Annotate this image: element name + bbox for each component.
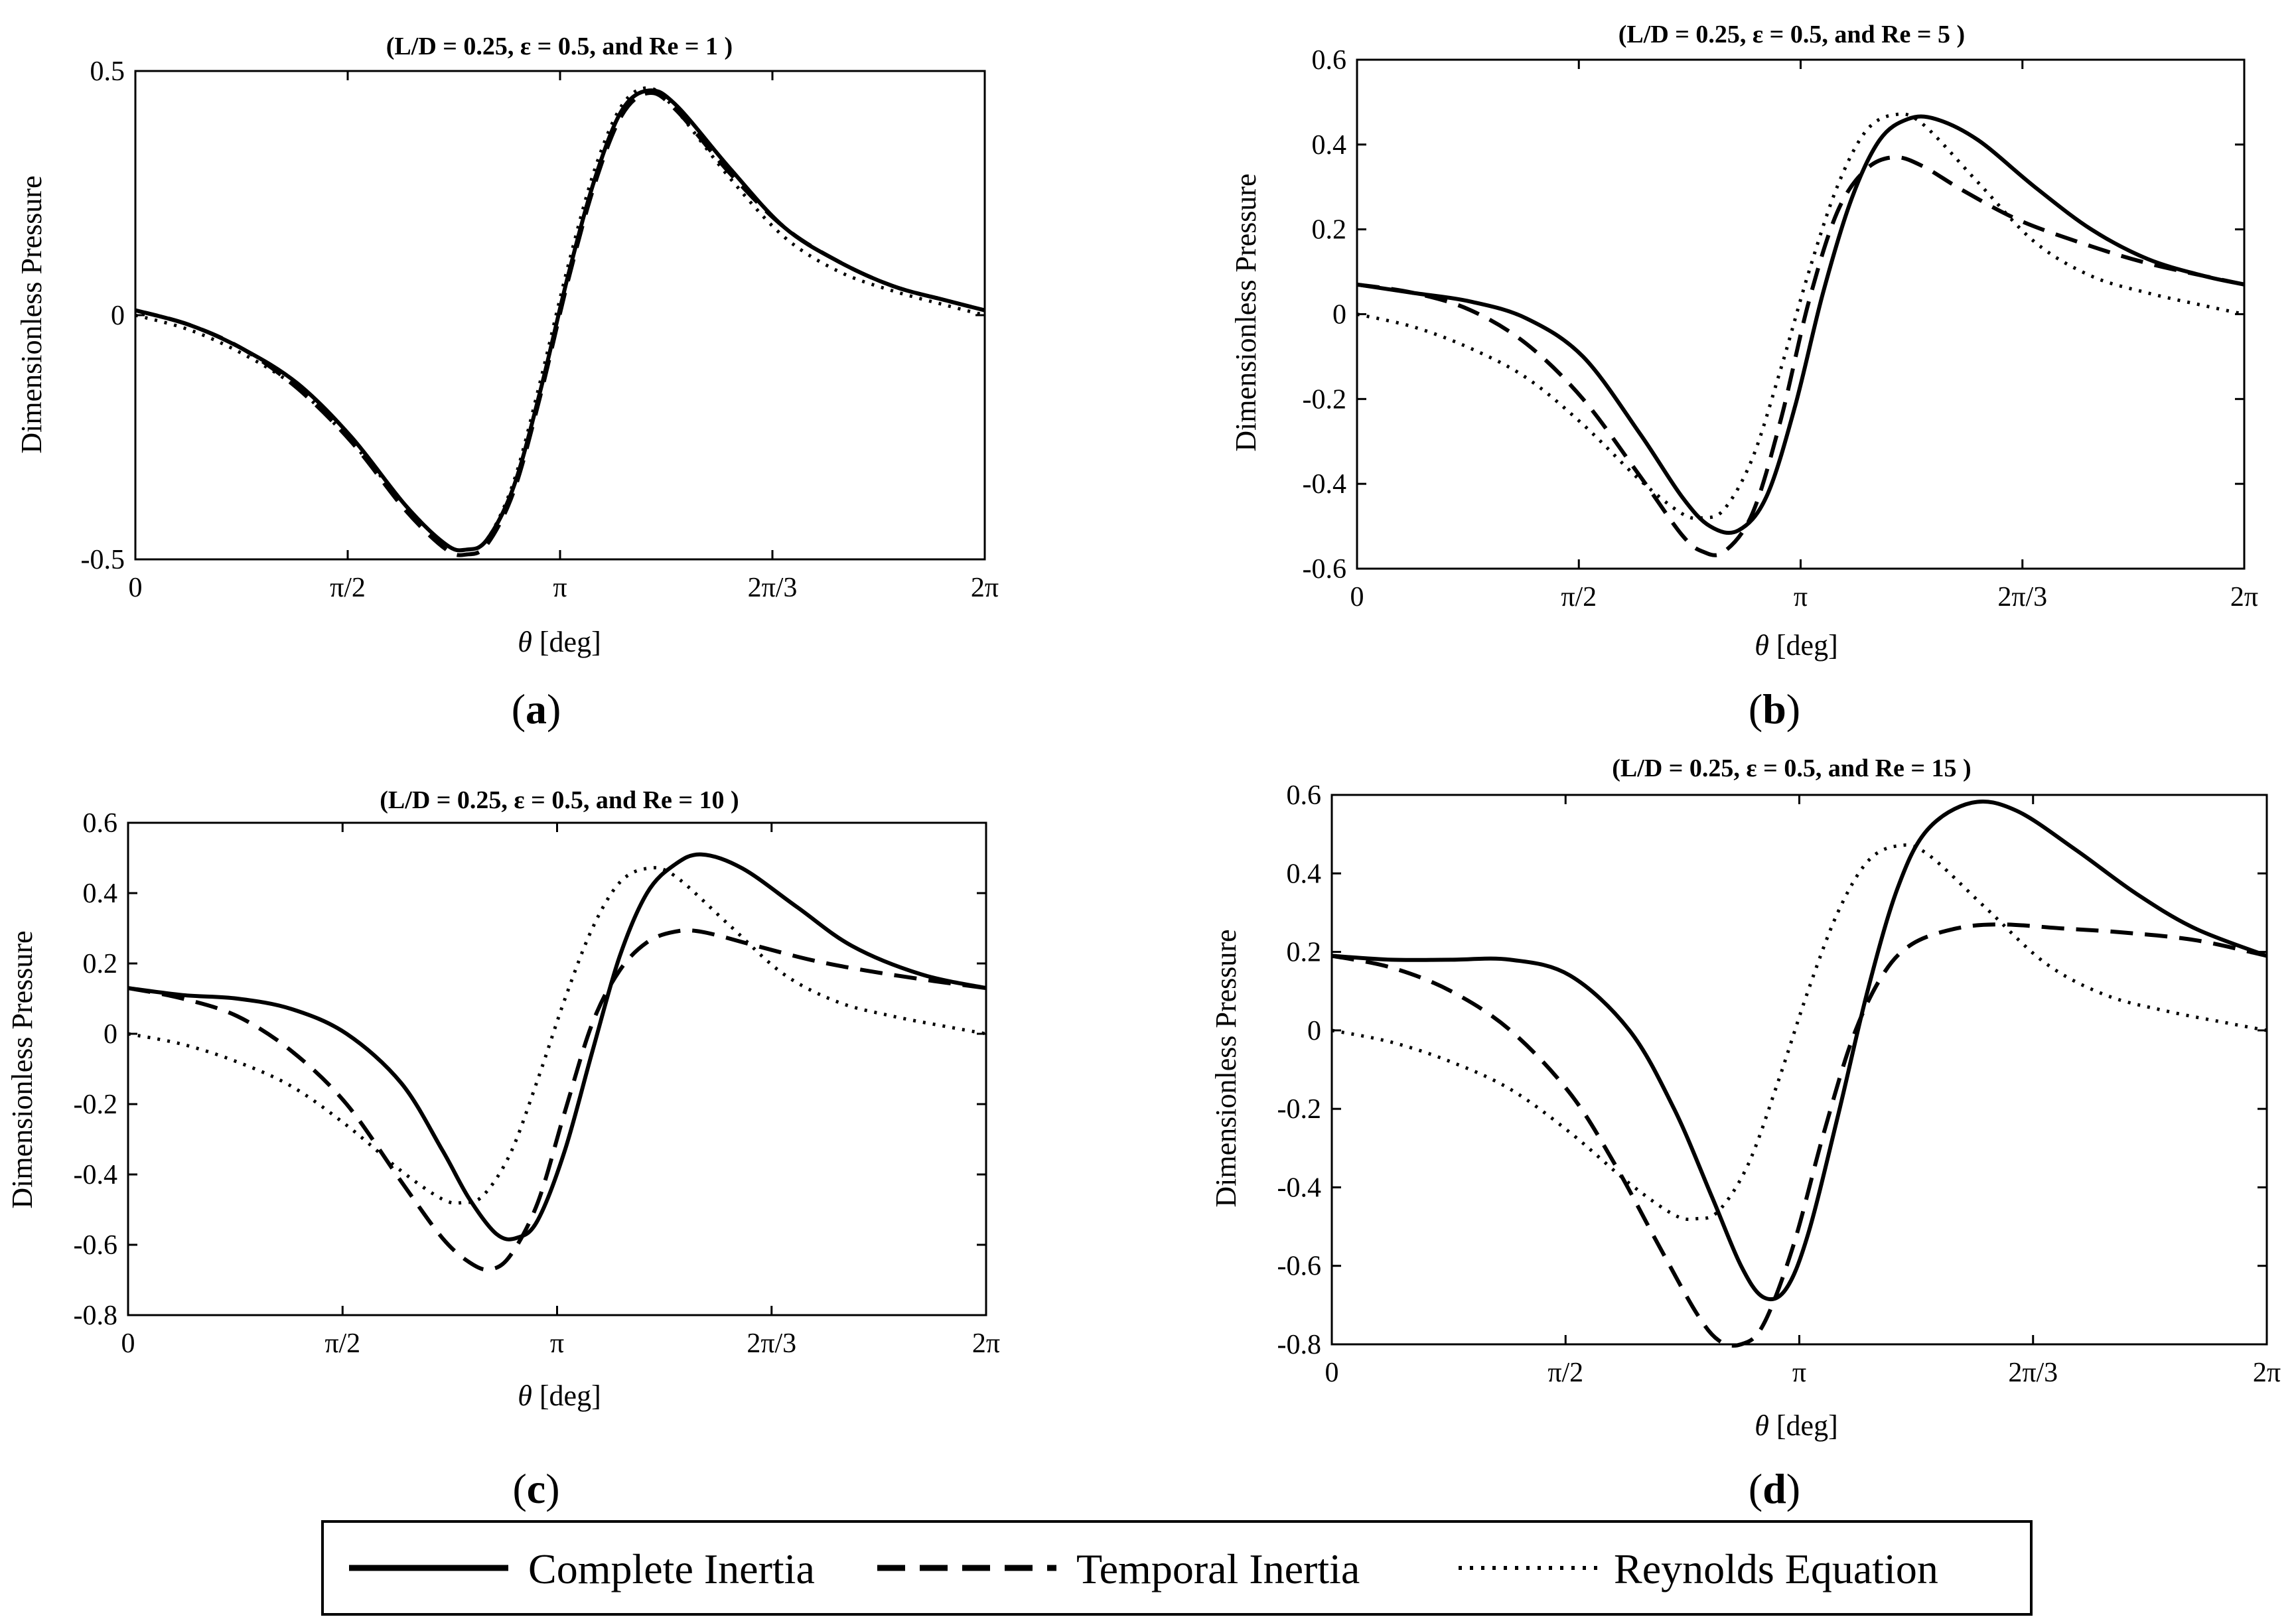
legend-label-complete-inertia: Complete Inertia <box>528 1545 815 1592</box>
legend-box <box>321 1520 2033 1616</box>
x-tick-label: π/2 <box>1547 1358 1583 1388</box>
y-tick-label: -0.2 <box>1303 384 1347 415</box>
y-tick-label: 0.6 <box>1287 780 1322 811</box>
x-axis-label-d: θ [deg] <box>1755 1409 1837 1442</box>
y-tick-label: -0.5 <box>81 545 125 575</box>
caption-b: (b) <box>1749 685 1800 733</box>
x-tick-label: π <box>1794 582 1808 612</box>
y-tick-label: -0.6 <box>1277 1251 1322 1282</box>
x-tick-label: π <box>550 1328 564 1359</box>
y-tick-label: 0.4 <box>1287 859 1322 889</box>
y-tick-label: 0.6 <box>83 808 118 839</box>
x-tick-label: 0 <box>121 1328 135 1359</box>
x-tick-label: 2π/3 <box>2008 1358 2058 1388</box>
y-tick-label: 0.4 <box>1312 130 1347 161</box>
y-tick-label: 0 <box>1307 1016 1321 1046</box>
y-tick-label: -0.6 <box>1303 554 1347 585</box>
chart-panel-d: (L/D = 0.25, ε = 0.5, and Re = 15 ) -0.8… <box>1210 754 2281 1512</box>
series-line-temporal-inertia-a <box>135 91 985 557</box>
series-line-complete-inertia-d <box>1331 799 2268 1302</box>
series-line-complete-inertia-c <box>127 852 987 1241</box>
y-tick-label: -0.6 <box>74 1230 118 1261</box>
caption-d: (d) <box>1749 1465 1800 1512</box>
y-tick-label: 0 <box>1332 300 1346 330</box>
y-tick-label: -0.8 <box>1277 1330 1322 1360</box>
x-tick-label: 0 <box>1350 582 1364 612</box>
caption-c: (c) <box>512 1465 559 1512</box>
y-tick-label: -0.2 <box>1277 1094 1322 1125</box>
x-tick-label: 2π <box>972 1328 1000 1359</box>
y-tick-label: 0.4 <box>83 879 118 909</box>
series-line-reynolds-equation-b <box>1356 112 2245 520</box>
x-tick-label: 2π <box>2253 1358 2281 1388</box>
chart-title-a: (L/D = 0.25, ε = 0.5, and Re = 1 ) <box>386 33 733 60</box>
chart-title-d: (L/D = 0.25, ε = 0.5, and Re = 15 ) <box>1612 754 1971 782</box>
y-tick-label: 0.6 <box>1312 45 1347 76</box>
x-tick-label: π/2 <box>330 573 366 603</box>
y-axis-label-c: Dimensionless Pressure <box>6 930 38 1208</box>
series-line-temporal-inertia-c <box>127 928 987 1272</box>
y-tick-label: 0.5 <box>90 56 125 87</box>
x-axis-label-a: θ [deg] <box>518 626 601 658</box>
x-tick-label: 2π/3 <box>748 573 798 603</box>
y-tick-label: -0.2 <box>74 1090 118 1120</box>
plot-area-b: -0.6 -0.4 -0.2 0 0.2 0.4 0.6 0 π/2 π 2π/3 2π <box>1303 45 2259 612</box>
y-tick-label: -0.4 <box>1277 1172 1322 1203</box>
x-axis-label-c: θ [deg] <box>518 1379 601 1412</box>
y-tick-label: 0.2 <box>1312 215 1347 246</box>
plot-area-a: -0.500.50 π/2 π 2π/3 2π <box>81 56 999 603</box>
legend-label-temporal-inertia: Temporal Inertia <box>1076 1545 1360 1592</box>
plot-area-d: -0.8 -0.6 -0.4 -0.2 0 0.2 0.4 0.6 0 π/2 π 2π/3 2π <box>1277 780 2281 1388</box>
y-axis-label-d: Dimensionless Pressure <box>1210 929 1242 1207</box>
legend: Complete Inertia Temporal Inertia Reynol… <box>321 1520 2033 1616</box>
chart-panel-a: (L/D = 0.25, ε = 0.5, and Re = 1 ) -0.50… <box>15 33 999 733</box>
y-tick-label: 0 <box>104 1019 117 1050</box>
x-tick-label: 2π <box>971 573 999 603</box>
x-tick-label: π/2 <box>1561 582 1597 612</box>
x-tick-label: π <box>553 573 567 603</box>
chart-title-c: (L/D = 0.25, ε = 0.5, and Re = 10 ) <box>380 786 739 814</box>
series-line-complete-inertia-b <box>1356 114 2245 535</box>
y-axis-label-a: Dimensionless Pressure <box>15 175 48 453</box>
y-tick-label: -0.4 <box>1303 469 1347 500</box>
y-tick-label: 0 <box>111 301 125 331</box>
x-tick-label: 2π/3 <box>1997 582 2047 612</box>
y-tick-label: 0.2 <box>1287 938 1322 968</box>
series-line-reynolds-equation-a <box>135 86 985 552</box>
x-tick-label: 2π <box>2230 582 2258 612</box>
y-tick-label: 0.2 <box>83 949 118 979</box>
chart-panel-c: (L/D = 0.25, ε = 0.5, and Re = 10 ) -0.8… <box>6 786 1000 1512</box>
plot-area-c: -0.8 -0.6 -0.4 -0.2 0 0.2 0.4 0.6 0 π/2 π 2π/3 2π <box>74 808 1001 1359</box>
x-axis-label-b: θ [deg] <box>1755 629 1837 662</box>
chart-panel-b: (L/D = 0.25, ε = 0.5, and Re = 5 ) -0.6-… <box>1230 21 2258 733</box>
x-tick-label: π/2 <box>324 1328 360 1359</box>
chart-title-b: (L/D = 0.25, ε = 0.5, and Re = 5 ) <box>1618 21 1965 48</box>
y-axis-label-b: Dimensionless Pressure <box>1230 173 1262 451</box>
x-tick-label: 2π/3 <box>747 1328 796 1359</box>
legend-label-reynolds-equation: Reynolds Equation <box>1614 1545 1938 1592</box>
x-tick-label: π <box>1792 1358 1806 1388</box>
y-tick-label: -0.8 <box>74 1301 118 1331</box>
x-tick-label: 0 <box>1325 1358 1339 1388</box>
y-tick-label: -0.4 <box>74 1160 118 1190</box>
series-line-temporal-inertia-b <box>1356 155 2245 557</box>
caption-a: (a) <box>512 685 561 733</box>
x-tick-label: 0 <box>129 573 143 603</box>
